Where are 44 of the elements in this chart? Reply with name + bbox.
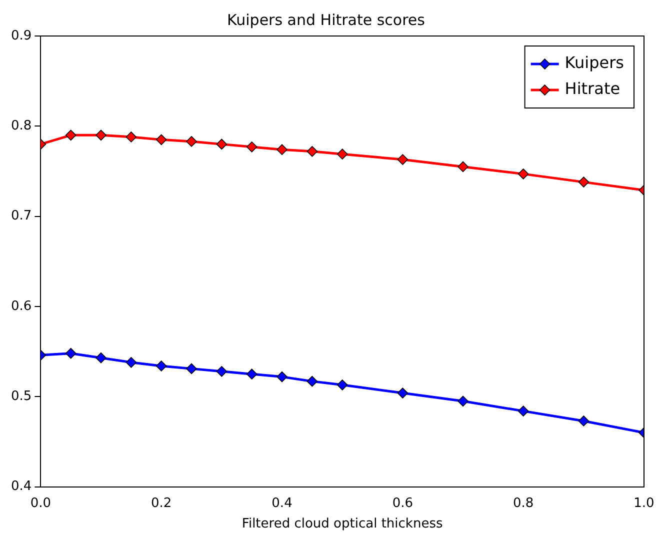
point	[458, 396, 468, 407]
point	[65, 348, 76, 359]
point	[518, 168, 529, 180]
point	[216, 366, 228, 377]
point	[126, 132, 137, 142]
point	[336, 380, 348, 390]
y-tick-label: 0.8	[10, 118, 32, 134]
y-tick-label: 0.9	[10, 28, 32, 44]
point	[518, 406, 529, 416]
y-tick-label: 0.4	[10, 479, 32, 494]
point	[336, 148, 348, 160]
chart-title: Kuipers and Hitrate scores	[227, 10, 426, 29]
point	[306, 146, 318, 157]
point	[578, 176, 590, 188]
y-tick-label: 0.5	[10, 389, 32, 404]
point	[96, 130, 106, 141]
point	[126, 356, 137, 368]
point	[246, 141, 258, 152]
point	[306, 376, 318, 387]
x-tick-label: 0.6	[392, 496, 414, 511]
x-tick-label: 0.2	[150, 496, 172, 511]
legend-label: Hitrate	[564, 79, 620, 98]
point	[156, 134, 167, 146]
point	[458, 161, 468, 172]
point	[276, 371, 288, 382]
y-tick-label: 0.7	[10, 208, 32, 224]
point	[397, 154, 408, 165]
point	[397, 388, 408, 398]
point	[186, 136, 197, 147]
x-tick-label: 1.0	[634, 496, 654, 511]
point	[156, 360, 167, 372]
point	[578, 416, 590, 426]
point	[276, 144, 288, 155]
x-tick-label: 0.8	[512, 496, 534, 511]
point	[96, 352, 106, 364]
point	[246, 368, 258, 380]
x-tick-label: 0.4	[272, 496, 292, 511]
x-tick-label: 0.0	[30, 496, 52, 511]
x-axis-title: Filtered cloud optical thickness	[242, 516, 443, 532]
legend-label: Kuipers	[564, 53, 624, 72]
point	[216, 138, 228, 150]
y-tick-label: 0.6	[10, 298, 32, 314]
point	[186, 363, 197, 374]
point	[65, 130, 76, 141]
